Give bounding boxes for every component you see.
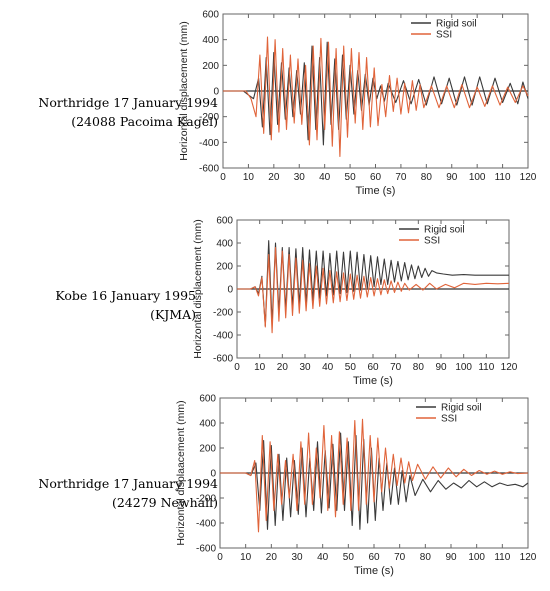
x-tick-label: 40	[322, 362, 334, 373]
caption-line-event: Kobe 16 January 1995	[55, 288, 196, 303]
x-tick-label: 0	[234, 362, 240, 373]
x-tick-label: 90	[446, 172, 458, 183]
legend-label: SSI	[424, 236, 440, 247]
y-tick-label: 400	[216, 239, 233, 250]
x-tick-label: 110	[495, 172, 511, 183]
caption-line-station: (KJMA)	[150, 307, 196, 322]
x-tick-label: 60	[367, 362, 379, 373]
x-tick-label: 40	[317, 552, 329, 563]
x-tick-label: 10	[243, 172, 255, 183]
y-tick-label: 600	[199, 394, 216, 405]
x-tick-label: 120	[520, 172, 537, 183]
x-tick-label: 50	[345, 362, 357, 373]
x-axis-title: Time (s)	[353, 375, 393, 387]
x-tick-label: 120	[501, 362, 518, 373]
y-tick-label: 0	[227, 285, 233, 296]
x-tick-label: 110	[494, 552, 510, 563]
x-tick-label: 90	[445, 552, 457, 563]
x-tick-label: 80	[413, 362, 425, 373]
caption-newhall: Northridge 17 January 1994 (24279 Newhal…	[0, 474, 218, 512]
caption-kobe: Kobe 16 January 1995 (KJMA)	[0, 286, 196, 324]
legend-label: SSI	[436, 30, 452, 41]
x-tick-label: 90	[435, 362, 447, 373]
y-tick-label: 0	[213, 87, 219, 98]
x-tick-label: 60	[370, 172, 382, 183]
legend-label: SSI	[441, 414, 457, 425]
chart-pacoima-kagel: 0 10 20 30 40 50 60 70 80 90 100 110 120 -600 -400 -200…	[178, 10, 537, 198]
y-tick-label: 200	[199, 444, 216, 455]
caption-line-event: Northridge 17 January 1994	[38, 95, 218, 110]
x-tick-label: 100	[469, 172, 486, 183]
series-ssi-line	[223, 36, 529, 158]
y-tick-label: 0	[210, 469, 216, 480]
y-tick-label: -200	[196, 494, 216, 505]
y-tick-label: 600	[216, 216, 233, 227]
y-tick-label: -600	[213, 354, 233, 365]
x-tick-label: 70	[390, 362, 402, 373]
x-tick-label: 40	[319, 172, 331, 183]
x-tick-label: 80	[420, 552, 432, 563]
series-ssi-line	[237, 247, 510, 334]
x-axis-title: Time (s)	[354, 565, 394, 577]
caption-pacoima: Northridge 17 January 1994 (24088 Pacoim…	[0, 93, 218, 131]
x-tick-label: 60	[368, 552, 380, 563]
y-tick-label: 400	[202, 35, 219, 46]
y-tick-label: -600	[199, 164, 219, 175]
x-tick-label: 20	[268, 172, 280, 183]
y-tick-label: -200	[199, 112, 219, 123]
series-ssi-line	[220, 418, 529, 533]
legend-label: Rigid soil	[441, 403, 482, 414]
x-axis-title: Time (s)	[356, 185, 396, 197]
legend-label: Rigid soil	[436, 19, 477, 30]
caption-line-station: (24088 Pacoima Kagel)	[71, 114, 218, 129]
x-tick-label: 70	[395, 172, 407, 183]
legend-label: Rigid soil	[424, 225, 465, 236]
y-axis-title: Horizontal displacement (mm)	[192, 219, 204, 358]
x-tick-label: 30	[299, 362, 311, 373]
y-tick-label: 600	[202, 10, 219, 21]
x-tick-label: 100	[468, 552, 485, 563]
x-tick-label: 80	[421, 172, 433, 183]
chart-kobe-kjma: 0 10 20 30 40 50 60 70 80 90 100 110 120 -600 -400 -200…	[192, 216, 518, 388]
x-tick-label: 30	[294, 172, 306, 183]
x-tick-label: 120	[520, 552, 537, 563]
y-tick-label: 200	[202, 61, 219, 72]
chart-newhall: 0 10 20 30 40 50 60 70 80 90 100 110 120 -600 -400 -200…	[175, 394, 537, 578]
y-tick-label: -200	[213, 308, 233, 319]
x-tick-label: 30	[291, 552, 303, 563]
caption-line-event: Northridge 17 January 1994	[38, 476, 218, 491]
y-axis-title: Horizontal displaacement (mm)	[175, 400, 187, 545]
x-tick-label: 10	[240, 552, 252, 563]
y-tick-label: -400	[196, 519, 216, 530]
x-tick-label: 0	[220, 172, 226, 183]
y-tick-label: -400	[213, 331, 233, 342]
x-tick-label: 50	[345, 172, 357, 183]
y-tick-label: 400	[199, 419, 216, 430]
x-tick-label: 110	[478, 362, 494, 373]
x-tick-label: 0	[217, 552, 223, 563]
x-tick-label: 10	[254, 362, 266, 373]
x-tick-label: 20	[277, 362, 289, 373]
y-tick-label: -600	[196, 544, 216, 555]
y-tick-label: 200	[216, 262, 233, 273]
series-rigid-soil-line	[223, 41, 529, 146]
x-tick-label: 70	[394, 552, 406, 563]
caption-line-station: (24279 Newhall)	[111, 495, 218, 510]
y-axis-title: Horizontal displacement (mm)	[178, 21, 190, 160]
x-tick-label: 20	[266, 552, 278, 563]
y-tick-label: -400	[199, 138, 219, 149]
x-tick-label: 50	[343, 552, 355, 563]
x-tick-label: 100	[455, 362, 472, 373]
